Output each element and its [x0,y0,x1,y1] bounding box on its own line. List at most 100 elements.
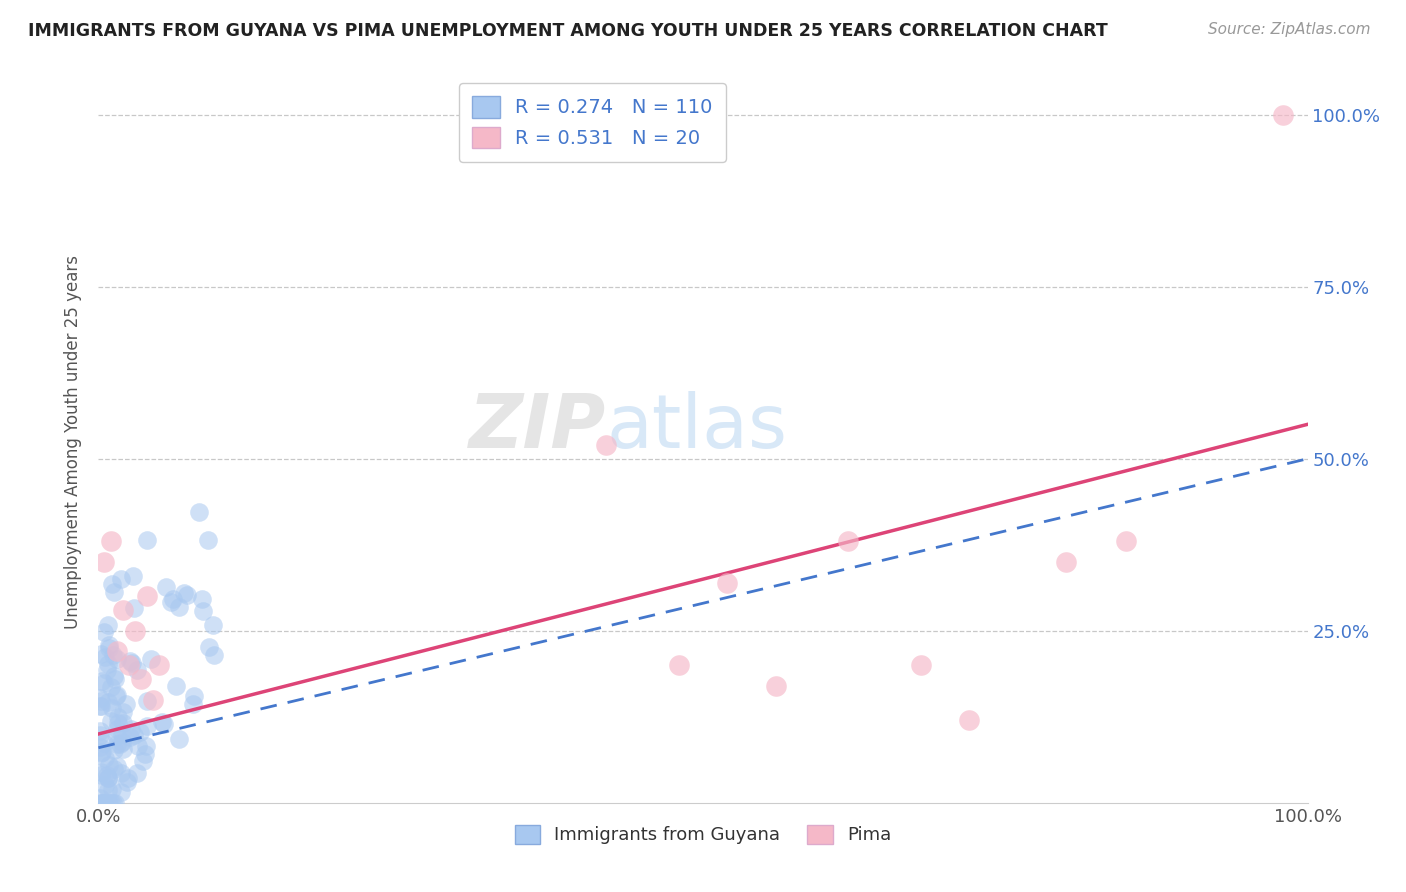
Point [90,768,112,782]
Point [957,713,980,727]
Point [98,638,121,652]
Point [103,668,125,682]
Point [105,759,128,773]
Point [89,790,111,805]
Point [202,648,225,662]
Point [127,739,149,753]
Point [120,723,142,737]
Point [202,618,225,632]
Point [125,663,148,677]
Point [93,736,115,750]
Point [162,592,184,607]
Point [104,796,127,810]
Point [110,765,132,780]
Point [155,580,177,594]
Point [111,742,134,756]
Point [191,592,214,607]
Point [105,729,128,743]
Point [122,568,145,582]
Point [91,796,114,810]
Point [124,624,146,638]
Point [107,710,129,724]
Point [97,783,120,797]
Point [105,722,128,736]
Point [96,767,118,781]
Point [97,617,120,632]
Point [90,747,112,761]
Text: Source: ZipAtlas.com: Source: ZipAtlas.com [1208,22,1371,37]
Point [1054,555,1077,569]
Point [197,533,219,548]
Point [160,595,183,609]
Point [110,573,132,587]
Point [121,656,143,670]
Point [173,586,195,600]
Point [91,796,114,810]
Point [716,575,738,590]
Point [101,781,124,796]
Point [142,692,165,706]
Point [89,796,111,810]
Point [188,505,211,519]
Point [94,751,117,765]
Legend: Immigrants from Guyana, Pima: Immigrants from Guyana, Pima [508,818,898,852]
Y-axis label: Unemployment Among Youth under 25 years: Unemployment Among Youth under 25 years [65,254,83,629]
Point [167,599,190,614]
Point [100,714,122,728]
Point [93,676,115,690]
Point [100,796,122,810]
Point [125,765,148,780]
Point [107,688,129,702]
Point [135,590,157,604]
Point [100,576,122,591]
Point [89,724,111,739]
Point [135,739,157,753]
Point [120,730,142,744]
Point [98,796,121,810]
Point [98,640,121,655]
Point [91,745,114,759]
Point [135,719,157,733]
Point [97,657,120,672]
Point [595,438,617,452]
Text: ZIP: ZIP [470,391,606,464]
Point [94,778,117,792]
Point [115,775,138,789]
Point [181,697,204,711]
Point [1272,108,1295,122]
Point [132,754,155,768]
Point [107,715,129,730]
Point [100,680,122,694]
Point [120,654,142,668]
Point [103,762,125,776]
Point [108,737,131,751]
Point [103,742,125,756]
Point [129,725,152,739]
Point [1115,534,1137,549]
Point [93,555,115,569]
Point [122,601,145,615]
Point [93,649,115,664]
Point [167,732,190,747]
Point [97,771,120,785]
Point [668,658,690,673]
Point [152,716,174,731]
Point [91,796,114,810]
Point [97,757,120,772]
Point [176,588,198,602]
Point [90,674,112,689]
Point [97,796,120,810]
Point [105,737,128,751]
Point [93,625,115,640]
Point [111,735,134,749]
Point [89,691,111,706]
Point [90,765,112,780]
Point [97,695,120,709]
Point [198,640,221,655]
Point [110,785,132,799]
Point [89,740,111,755]
Point [112,705,135,719]
Point [97,771,120,785]
Point [100,701,122,715]
Point [191,603,214,617]
